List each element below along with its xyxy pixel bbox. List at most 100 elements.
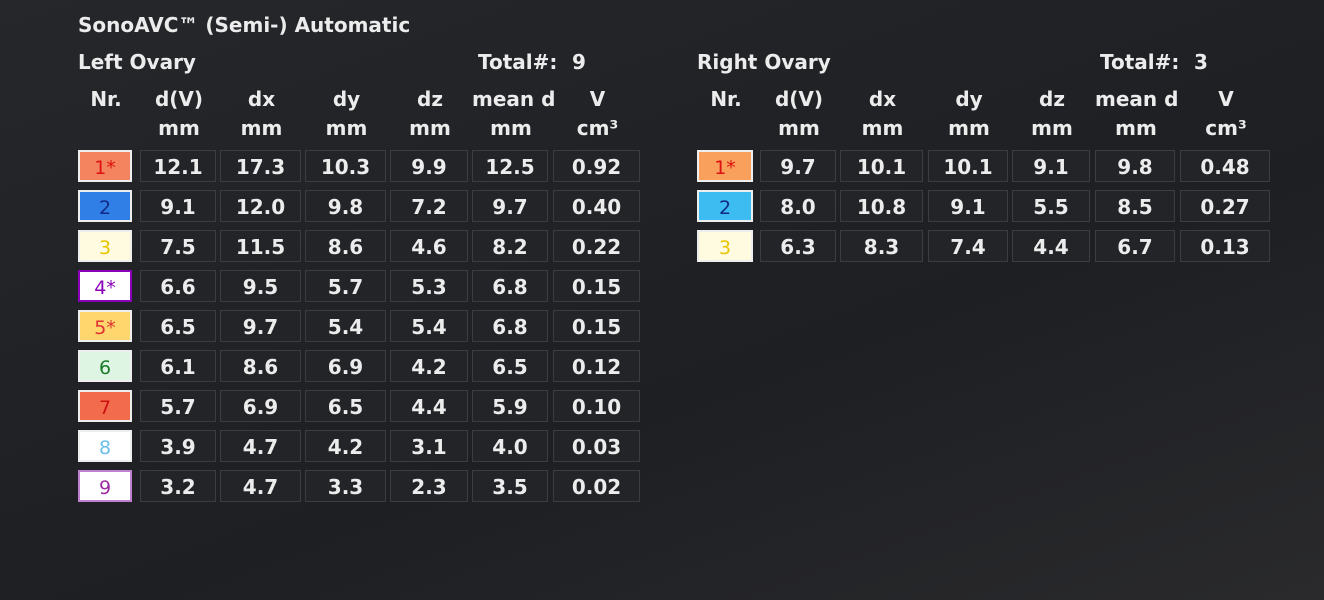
- cell: 7.5: [140, 230, 216, 262]
- cell: 8.6: [220, 350, 301, 382]
- column-unit: mm: [490, 116, 532, 140]
- cell: 5.4: [305, 310, 386, 342]
- cell: 9.7: [220, 310, 301, 342]
- column-header: dx: [868, 87, 897, 111]
- column-unit: cm³: [1205, 116, 1247, 140]
- column-header: d(V): [154, 87, 204, 111]
- cell: 4.4: [1012, 230, 1090, 262]
- column-header: mean d: [472, 87, 556, 111]
- cell: 6.5: [140, 310, 216, 342]
- cell: 17.3: [220, 150, 301, 182]
- column-unit: mm: [778, 116, 820, 140]
- column-header: dz: [1039, 87, 1065, 111]
- row-number: 8: [78, 430, 132, 462]
- row-number: 6: [78, 350, 132, 382]
- cell: 4.7: [220, 470, 301, 502]
- cell: 8.6: [305, 230, 386, 262]
- total-value: 9: [572, 50, 586, 74]
- cell: 0.27: [1180, 190, 1270, 222]
- cell: 2.3: [390, 470, 468, 502]
- cell: 8.0: [760, 190, 836, 222]
- row-number: 1*: [697, 150, 753, 182]
- cell: 0.10: [553, 390, 640, 422]
- row-number: 1*: [78, 150, 132, 182]
- total-label: Total#:: [1100, 50, 1180, 74]
- column-unit: cm³: [576, 116, 619, 140]
- cell: 9.7: [472, 190, 548, 222]
- cell: 12.0: [220, 190, 301, 222]
- total-value: 3: [1194, 50, 1208, 74]
- cell: 4.0: [472, 430, 548, 462]
- cell: 4.4: [390, 390, 468, 422]
- row-number: 7: [78, 390, 132, 422]
- cell: 7.2: [390, 190, 468, 222]
- cell: 0.02: [553, 470, 640, 502]
- cell: 11.5: [220, 230, 301, 262]
- cell: 4.2: [305, 430, 386, 462]
- cell: 0.92: [553, 150, 640, 182]
- cell: 8.5: [1095, 190, 1175, 222]
- row-number: 9: [78, 470, 132, 502]
- cell: 12.1: [140, 150, 216, 182]
- cell: 9.1: [928, 190, 1008, 222]
- row-number: 3: [697, 230, 753, 262]
- cell: 12.5: [472, 150, 548, 182]
- cell: 10.3: [305, 150, 386, 182]
- cell: 0.48: [1180, 150, 1270, 182]
- column-header: Nr.: [90, 87, 122, 111]
- cell: 9.1: [1012, 150, 1090, 182]
- column-header: dy: [955, 87, 983, 111]
- cell: 6.9: [220, 390, 301, 422]
- cell: 6.1: [140, 350, 216, 382]
- cell: 0.13: [1180, 230, 1270, 262]
- column-header: dz: [417, 87, 443, 111]
- cell: 6.5: [472, 350, 548, 382]
- row-number: 4*: [78, 270, 132, 302]
- title: SonoAVC™ (Semi-) Automatic: [78, 13, 411, 37]
- cell: 5.4: [390, 310, 468, 342]
- cell: 5.3: [390, 270, 468, 302]
- cell: 6.8: [472, 270, 548, 302]
- cell: 10.1: [928, 150, 1008, 182]
- row-number: 2: [697, 190, 753, 222]
- cell: 6.3: [760, 230, 836, 262]
- panel-name: Right Ovary: [697, 50, 831, 74]
- cell: 4.6: [390, 230, 468, 262]
- column-unit: mm: [325, 116, 368, 140]
- cell: 8.3: [840, 230, 923, 262]
- cell: 0.22: [553, 230, 640, 262]
- cell: 9.8: [1095, 150, 1175, 182]
- cell: 0.12: [553, 350, 640, 382]
- cell: 3.1: [390, 430, 468, 462]
- column-header: dx: [247, 87, 276, 111]
- cell: 10.8: [840, 190, 923, 222]
- cell: 6.5: [305, 390, 386, 422]
- cell: 4.2: [390, 350, 468, 382]
- cell: 6.7: [1095, 230, 1175, 262]
- cell: 3.3: [305, 470, 386, 502]
- column-unit: mm: [861, 116, 904, 140]
- cell: 6.6: [140, 270, 216, 302]
- cell: 4.7: [220, 430, 301, 462]
- cell: 0.40: [553, 190, 640, 222]
- cell: 9.9: [390, 150, 468, 182]
- cell: 3.9: [140, 430, 216, 462]
- column-header: dy: [332, 87, 361, 111]
- cell: 0.03: [553, 430, 640, 462]
- cell: 9.5: [220, 270, 301, 302]
- total-label: Total#:: [478, 50, 558, 74]
- column-header: V: [589, 87, 606, 111]
- column-unit: mm: [1115, 116, 1157, 140]
- cell: 0.15: [553, 310, 640, 342]
- cell: 5.7: [140, 390, 216, 422]
- column-unit: mm: [409, 116, 451, 140]
- column-unit: mm: [240, 116, 283, 140]
- cell: 8.2: [472, 230, 548, 262]
- column-header: Nr.: [710, 87, 742, 111]
- row-number: 2: [78, 190, 132, 222]
- column-header: V: [1218, 87, 1234, 111]
- cell: 5.9: [472, 390, 548, 422]
- cell: 6.9: [305, 350, 386, 382]
- panel-name: Left Ovary: [78, 50, 196, 74]
